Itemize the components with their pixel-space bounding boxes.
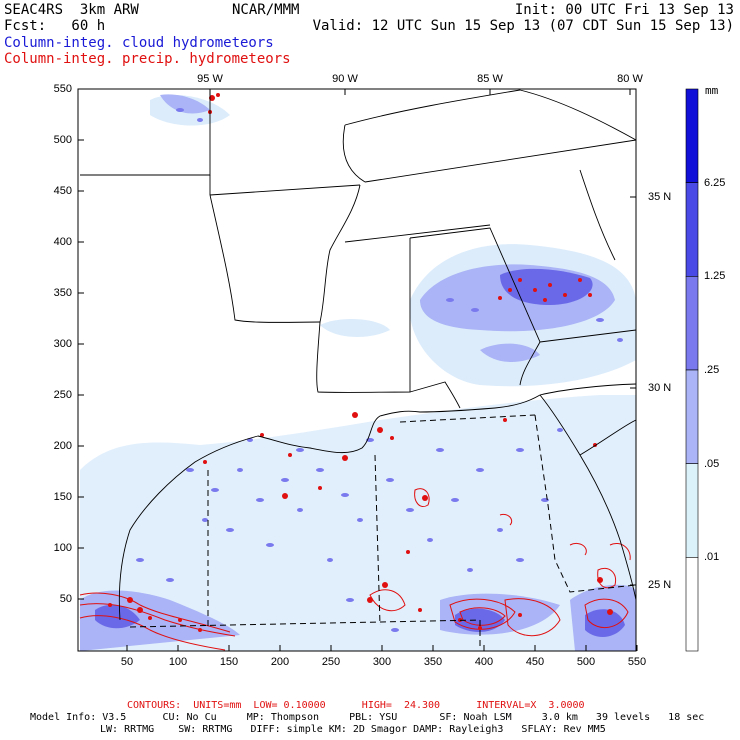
- y-tick-label: 400: [53, 236, 72, 248]
- geographic-boundaries: [80, 89, 636, 621]
- x-tick-label: 50: [120, 656, 134, 668]
- y-tick-label: 50: [59, 593, 72, 605]
- x-tick-label: 400: [474, 656, 494, 668]
- x-tick-label: 300: [372, 656, 392, 668]
- longitude-label: 95 W: [197, 73, 223, 85]
- organization: NCAR/MMM: [232, 2, 300, 18]
- latitude-label: 30 N: [648, 382, 672, 394]
- model-name: SEAC4RS 3km ARW: [4, 2, 139, 18]
- colorbar-unit: mm: [705, 84, 719, 97]
- precip-field-title: Column-integ. precip. hydrometeors: [4, 51, 291, 67]
- x-tick-label: 350: [423, 656, 443, 668]
- y-tick-label: 350: [53, 287, 72, 299]
- precip-cells: [108, 93, 613, 632]
- y-tick-label: 250: [53, 389, 72, 401]
- x-tick-label: 550: [627, 656, 647, 668]
- x-tick-label: 450: [525, 656, 545, 668]
- y-tick-label: 300: [53, 338, 72, 350]
- axis-ticks: [78, 88, 638, 651]
- y-tick-label: 450: [53, 185, 72, 197]
- cloud-field-title: Column-integ. cloud hydrometeors: [4, 35, 274, 51]
- colorbar-label: .05: [704, 457, 720, 470]
- init-time: Init: 00 UTC Fri 13 Sep 13: [514, 2, 734, 18]
- x-tick-label: 150: [219, 656, 239, 668]
- y-tick-label: 550: [53, 83, 72, 95]
- longitude-label: 80 W: [617, 73, 643, 85]
- forecast-hour: Fcst: 60 h: [4, 18, 106, 34]
- colorbar-segment: [685, 463, 699, 558]
- precip-contours: [79, 488, 631, 651]
- colorbar-segment: [685, 182, 699, 277]
- model-info-line2: LW: RRTMG SW: RRTMG DIFF: simple KM: 2D …: [100, 724, 606, 735]
- colorbar-segment: [685, 557, 699, 652]
- colorbar-label: 1.25: [704, 270, 726, 283]
- model-info-line1: Model Info: V3.5 CU: No Cu MP: Thompson …: [30, 712, 705, 723]
- cloud-shading-light: [80, 95, 636, 651]
- cloud-shading-dark: [95, 268, 625, 637]
- domain-track: [129, 414, 636, 650]
- contour-info: CONTOURS: UNITS=mm LOW= 0.10000 HIGH= 24…: [127, 700, 585, 711]
- x-tick-label: 250: [321, 656, 341, 668]
- x-tick-label: 100: [168, 656, 188, 668]
- colorbar-segment: [685, 88, 699, 183]
- y-tick-label: 100: [53, 542, 72, 554]
- colorbar-segment: [685, 369, 699, 464]
- cloud-speckles: [136, 108, 623, 632]
- x-tick-label: 500: [576, 656, 596, 668]
- colorbar: [685, 88, 699, 652]
- y-tick-label: 500: [53, 134, 72, 146]
- plot-frame: [77, 88, 637, 652]
- y-tick-label: 150: [53, 491, 72, 503]
- latitude-label: 35 N: [648, 191, 672, 203]
- latitude-label: 25 N: [648, 579, 672, 591]
- y-tick-label: 200: [53, 440, 72, 452]
- longitude-label: 90 W: [332, 73, 358, 85]
- x-tick-label: 200: [270, 656, 290, 668]
- longitude-label: 85 W: [477, 73, 503, 85]
- colorbar-label: .25: [704, 364, 720, 376]
- colorbar-segment: [685, 276, 699, 371]
- valid-time: Valid: 12 UTC Sun 15 Sep 13 (07 CDT Sun …: [312, 18, 734, 34]
- colorbar-label: 6.25: [704, 176, 726, 189]
- colorbar-label: .01: [704, 551, 720, 564]
